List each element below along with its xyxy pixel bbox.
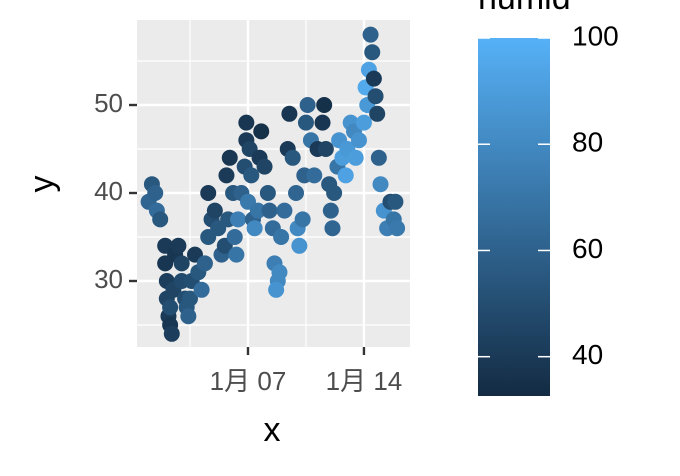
point [196, 255, 213, 272]
point [271, 264, 288, 281]
point [182, 290, 199, 307]
point [273, 229, 290, 246]
point [347, 149, 364, 166]
point [218, 167, 235, 184]
point [173, 255, 190, 272]
point [228, 246, 245, 263]
point [276, 202, 293, 219]
point [243, 167, 260, 184]
point [147, 185, 164, 202]
colorbar [478, 38, 550, 396]
point [152, 211, 169, 228]
y-tick-label: 30 [94, 264, 123, 294]
x-tick-label: 1月 07 [210, 366, 287, 396]
x-tick-label: 1月 14 [326, 366, 403, 396]
point [297, 114, 314, 131]
point [306, 167, 323, 184]
point [162, 299, 179, 316]
point [284, 149, 301, 166]
legend-title: humid [478, 0, 571, 17]
point [367, 88, 384, 105]
point [369, 105, 386, 122]
point [206, 202, 223, 219]
point [180, 308, 197, 325]
point [337, 167, 354, 184]
point [372, 176, 389, 193]
point [253, 123, 270, 140]
point [221, 149, 238, 166]
point [317, 141, 334, 158]
point [281, 105, 298, 122]
point [226, 229, 243, 246]
point [322, 202, 339, 219]
point [200, 185, 217, 202]
y-tick-label: 40 [94, 176, 123, 206]
point [294, 211, 311, 228]
point [261, 202, 278, 219]
point [350, 132, 367, 149]
point [299, 97, 316, 114]
point [364, 44, 381, 61]
point [256, 158, 273, 175]
point [370, 149, 387, 166]
colorbar-label: 40 [572, 339, 603, 370]
point [355, 114, 372, 131]
point [170, 237, 187, 254]
point [324, 220, 341, 237]
point [316, 97, 333, 114]
point [193, 281, 210, 298]
point [246, 220, 263, 237]
point [326, 185, 343, 202]
colorbar-label: 100 [572, 20, 619, 51]
point [238, 114, 255, 131]
point [163, 325, 180, 342]
y-axis-title: y [23, 176, 61, 193]
point [365, 70, 382, 87]
point [291, 237, 308, 254]
point [362, 26, 379, 43]
colorbar-label: 80 [572, 127, 603, 158]
point [249, 202, 266, 219]
x-axis-title: x [264, 411, 281, 449]
point [259, 185, 276, 202]
colorbar-label: 60 [572, 233, 603, 264]
y-tick-label: 50 [94, 88, 123, 118]
point [387, 193, 404, 210]
point [389, 220, 406, 237]
point [288, 185, 305, 202]
point [268, 281, 285, 298]
point [314, 114, 331, 131]
point [230, 211, 247, 228]
